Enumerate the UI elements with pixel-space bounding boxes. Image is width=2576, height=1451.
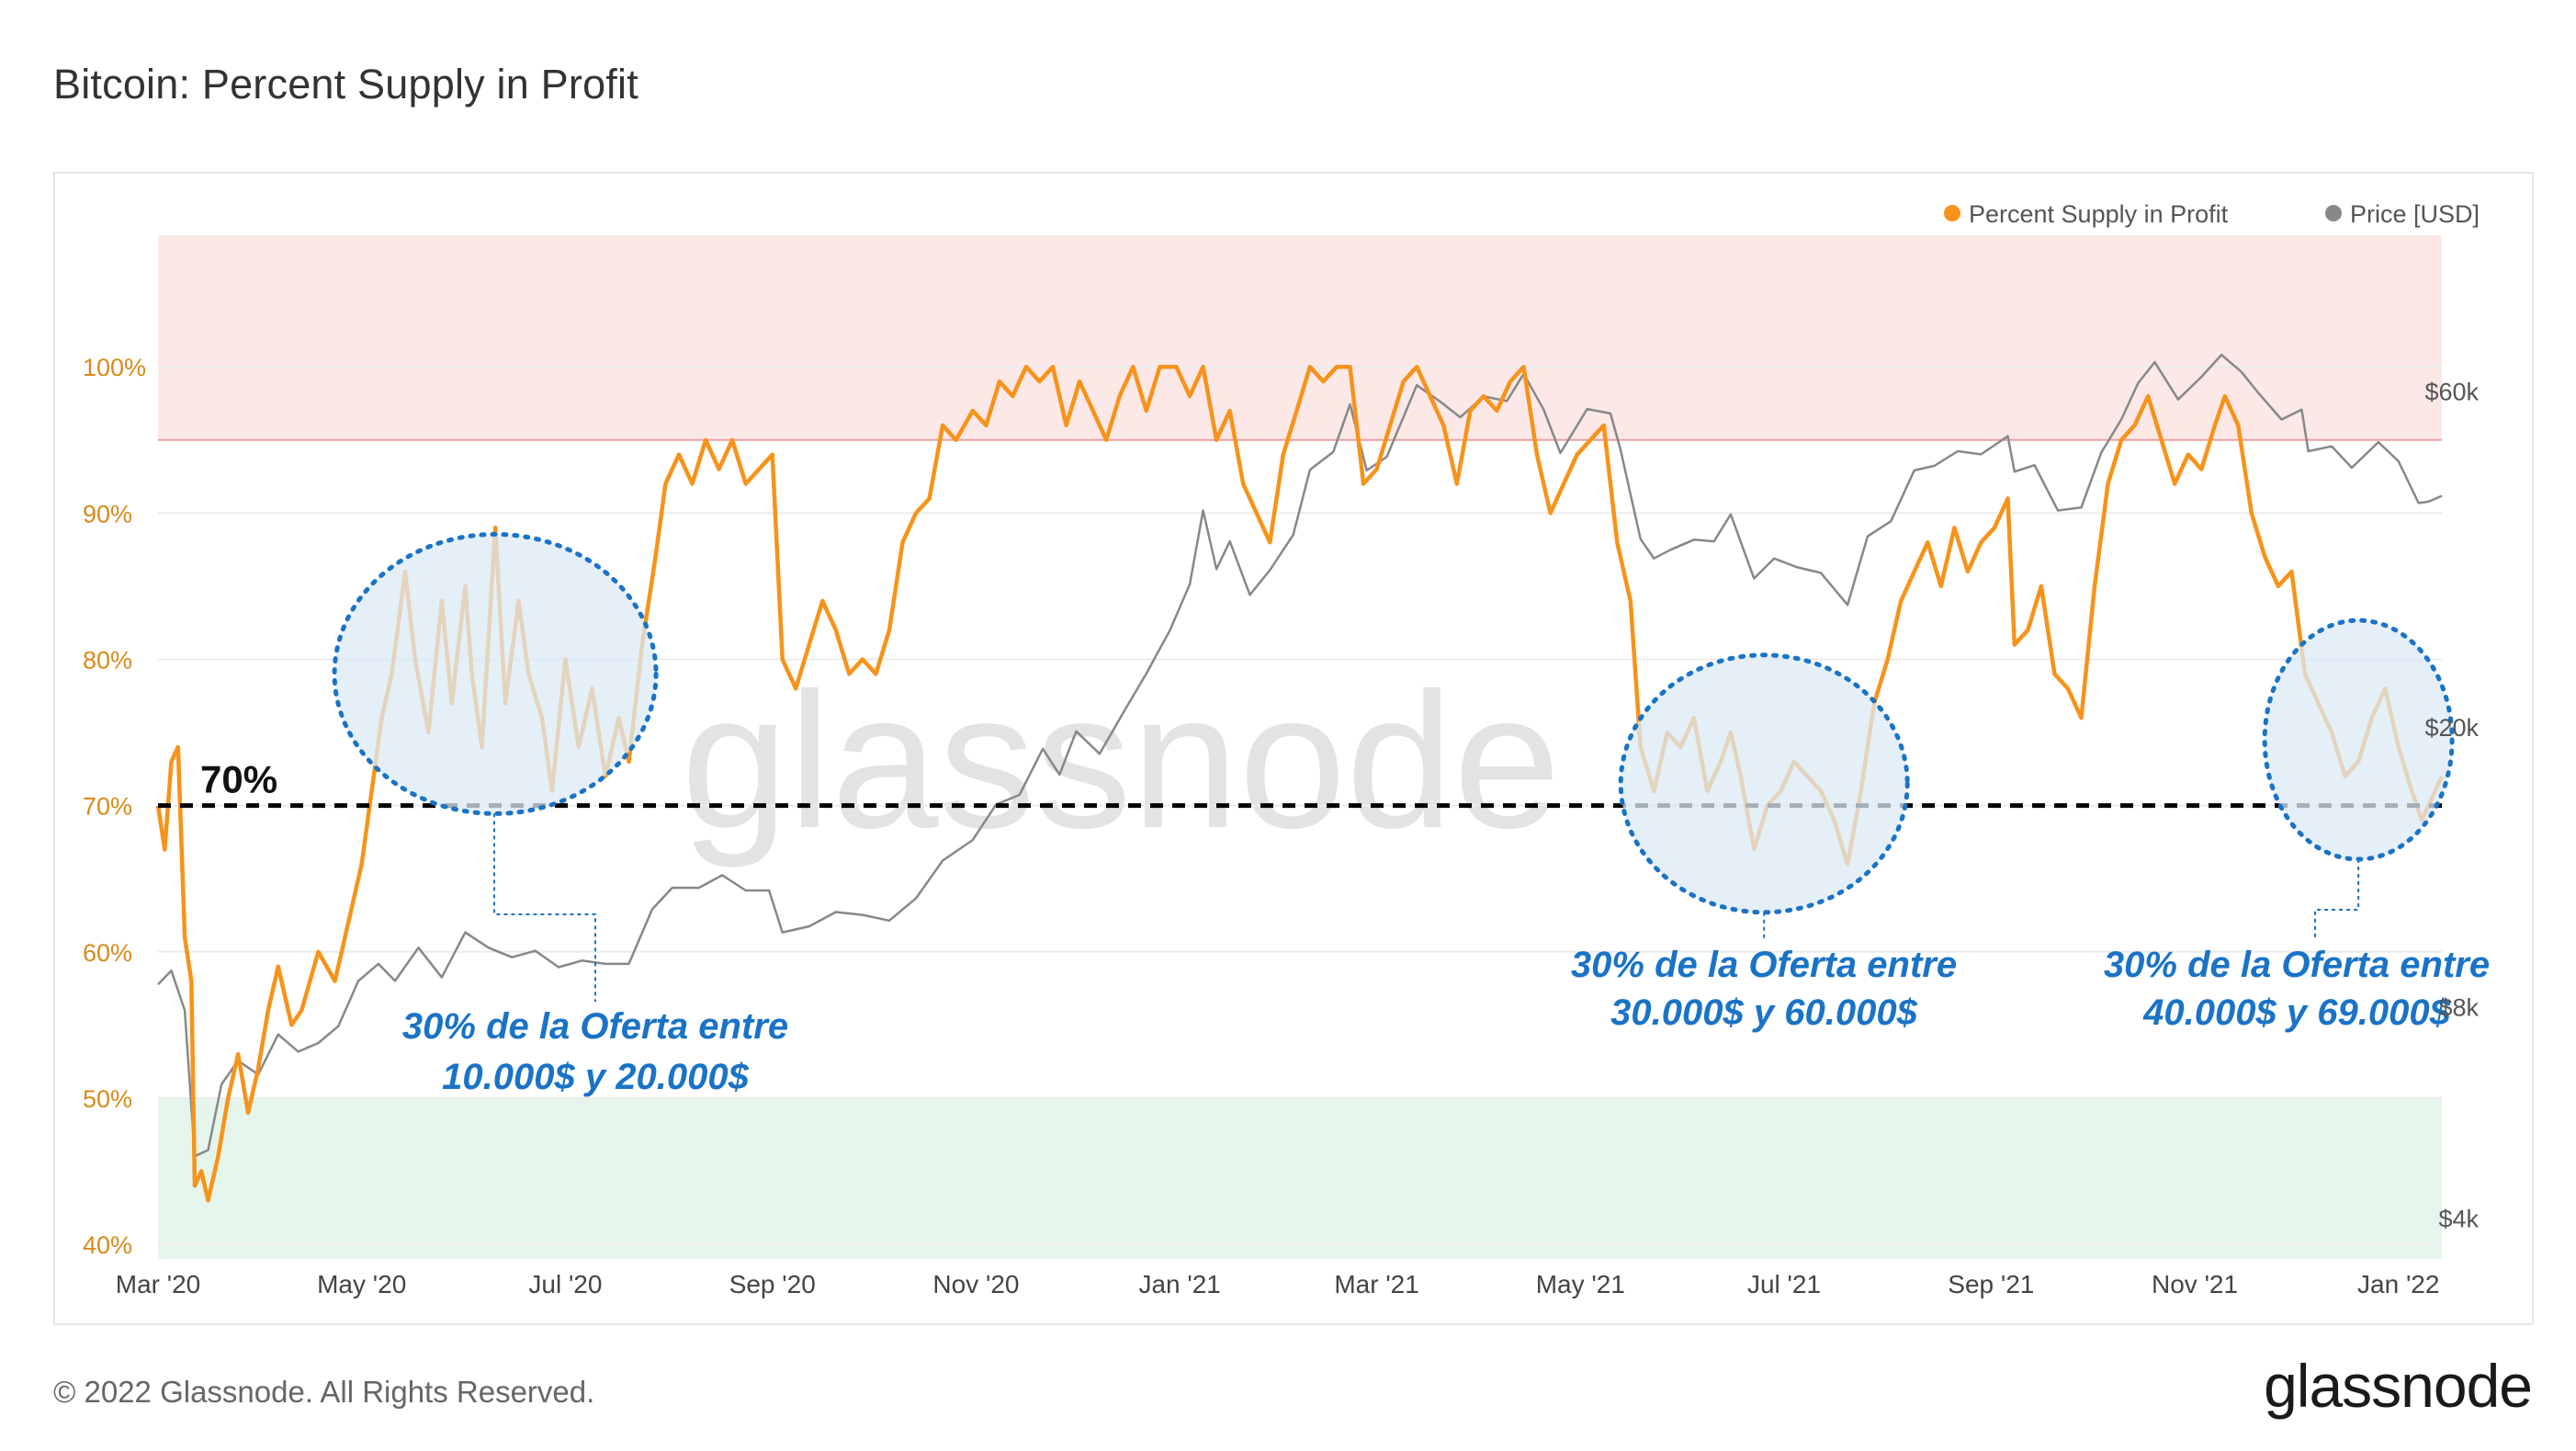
circle-2021-mid-label: 30.000$ y 60.000$ [1610,992,1917,1033]
circle-2021-end-label: 30% de la Oferta entre [2104,945,2490,985]
annotations: 30% de la Oferta entre 10.000$ y 20.000$ 3… [332,531,2490,1097]
watermark: glassnode [681,652,1560,868]
y-right-tick-label: $60k [2424,379,2479,406]
y-left-tick-label: 50% [83,1085,132,1113]
circle-2020-label: 30% de la Oferta entre [402,1006,788,1047]
x-tick-label: May '21 [1536,1270,1625,1298]
y-left-tick-label: 40% [83,1231,132,1259]
y-left-tick-label: 60% [83,939,132,967]
x-tick-label: Jan '21 [1138,1270,1220,1298]
legend-price-label[interactable]: Price [USD] [2350,200,2480,228]
x-tick-label: Jul '20 [528,1270,602,1298]
x-tick-label: Nov '20 [932,1270,1019,1298]
x-tick-label: May '20 [317,1270,406,1298]
circle-2021-end-label: 40.000$ y 69.000$ [2142,992,2450,1033]
circle-2021-mid [1618,652,1910,915]
x-tick-label: Sep '20 [729,1270,816,1298]
legend[interactable]: Percent Supply in Profit Price [USD] [1944,200,2480,228]
x-tick-label: Jan '22 [2357,1270,2439,1298]
x-tick-label: Jul '21 [1747,1270,1821,1298]
circle-2020 [332,531,659,816]
legend-price-dot [2325,205,2342,221]
circle-2020-connector [493,813,596,1002]
legend-supply-label[interactable]: Percent Supply in Profit [1969,200,2229,228]
price-line [157,353,2443,1158]
price-series [157,353,2443,1158]
loss-zone-band [158,1097,2442,1259]
reference-line-label: 70% [200,758,277,801]
circle-2020-label: 10.000$ y 20.000$ [442,1057,749,1097]
circle-2021-mid-label: 30% de la Oferta entre [1571,945,1957,985]
legend-supply-dot [1944,205,1960,221]
profit-zone-band [158,235,2442,440]
circle-2021-end-connector [2314,859,2360,940]
y-left-tick-label: 90% [83,500,132,527]
y-right-tick-label: $4k [2438,1206,2479,1233]
chart-frame [53,172,2534,1325]
y-right-tick-label: $20k [2424,714,2479,742]
axes: 40% 50% 60% 70% 80% 90% 100% $4k $8k $20k $60k Mar … [83,354,2479,1298]
y-left-tick-label: 70% [83,793,132,821]
copyright-text: © 2022 Glassnode. All Rights Reserved. [53,1375,595,1409]
x-tick-label: Nov '21 [2152,1270,2238,1298]
y-left-tick-label: 80% [83,647,132,674]
y-left-tick-label: 100% [83,354,146,381]
x-tick-label: Mar '20 [116,1270,201,1298]
y-right-tick-label: $8k [2438,993,2479,1021]
chart-title: Bitcoin: Percent Supply in Profit [53,61,638,108]
glassnode-logo: glassnode [2264,1352,2533,1420]
x-tick-label: Mar '21 [1334,1270,1419,1298]
x-tick-label: Sep '21 [1948,1270,2034,1298]
